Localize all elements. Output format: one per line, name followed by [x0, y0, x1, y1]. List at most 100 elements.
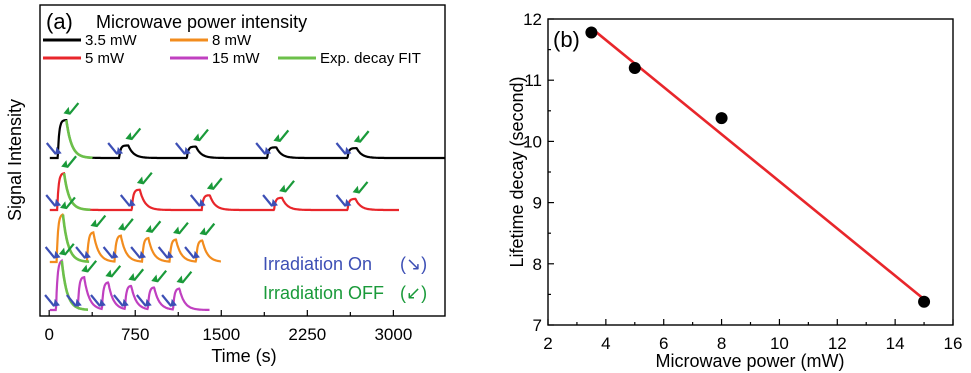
irradiation-on-arrow	[161, 294, 172, 307]
irradiation-off-arrow-head	[279, 184, 286, 193]
legend-label: Exp. decay FIT	[320, 50, 421, 67]
x-tick-label: 3000	[374, 325, 412, 344]
fit-line-group	[590, 27, 925, 301]
irradiation-off-arrow	[284, 180, 295, 193]
irradiation-off-arrow-head	[60, 201, 67, 210]
x-tick-label: 2250	[288, 325, 326, 344]
irradiation-off-arrow-head	[145, 225, 153, 233]
irradiation-on-arrow	[184, 246, 195, 259]
irradiation-on-arrow	[44, 246, 56, 259]
irradiation-on-arrow-head	[129, 198, 136, 207]
irradiation-on-arrow-head	[167, 250, 174, 259]
panel-b: 2 4 6 8 10 12 14 16 7 8 9 10 11 12 (b) Microwave pow…	[507, 10, 962, 371]
irradiation-off-arrow-head	[273, 134, 280, 143]
fit-curve	[61, 214, 90, 263]
fit-line	[590, 27, 925, 301]
irradiation-off-arrow	[358, 130, 370, 143]
x-tick-label: 750	[121, 325, 149, 344]
irradiation-on-arrow-head	[55, 146, 62, 155]
irradiation-off-arrow-head	[58, 247, 66, 256]
irradiation-off-arrow-head	[128, 273, 135, 281]
irradiation-off-arrow-head	[206, 182, 214, 190]
irradiation-on-arrow-head	[264, 146, 272, 155]
irradiation-on-arrow-head	[139, 250, 147, 259]
irradiation-on-arrow-head	[99, 298, 106, 307]
panel-a-label: (a)	[46, 9, 73, 34]
y-tick-label: 8	[533, 255, 542, 274]
x-tick-label: 12	[828, 334, 847, 353]
irradiation-on-arrow-head	[54, 198, 62, 207]
irradiation-off-arrow	[178, 221, 189, 235]
legend: 3.5 mW 8 mW 5 mW 15 mW Exp. decay FIT	[43, 32, 421, 67]
x-tick-label: 16	[944, 334, 963, 353]
data-point	[628, 61, 641, 74]
data-point	[715, 112, 728, 125]
irradiation-on-arrow-head	[54, 250, 61, 259]
irradiation-on-arrow-head	[53, 298, 60, 307]
legend-label: 15 mW	[212, 50, 260, 67]
legend-title: Microwave power intensity	[96, 12, 307, 32]
x-tick-label: 8	[717, 334, 726, 353]
x-tick-label: 2	[543, 334, 552, 353]
irradiation-off-arrow	[130, 127, 142, 141]
irradiation-off-arrow	[211, 177, 223, 190]
irradiation-off-arrow	[156, 270, 168, 283]
irradiation-on-arrow-head	[170, 298, 177, 307]
irradiation-off-arrow	[278, 129, 290, 143]
panel-b-y-label: Lifetime decay (second)	[507, 76, 527, 267]
fit-curve	[62, 172, 91, 212]
panel-a-frame	[39, 4, 446, 317]
fit-curve	[65, 119, 93, 160]
irradiation-off-arrow	[141, 172, 153, 185]
irradiation-off-arrow-head	[199, 227, 206, 236]
irradiation-off-arrow	[66, 155, 77, 168]
irradiation-on-arrow	[262, 194, 273, 207]
y-tick-label: 10	[523, 132, 542, 151]
irradiation-on-arrow-head	[122, 298, 129, 307]
panel-a-curves	[49, 119, 445, 312]
y-tick-label: 7	[533, 316, 542, 335]
panel-b-y-ticks: 7 8 9 10 11 12	[523, 10, 554, 335]
irradiation-off-arrow	[63, 243, 75, 256]
irradiation-off-arrow	[68, 102, 80, 115]
y-tick-label: 9	[533, 194, 542, 213]
irradiation-off-arrow	[95, 214, 107, 228]
irradiation-on-arrow-head	[271, 198, 278, 207]
irradiation-off-arrow-head	[176, 275, 184, 284]
irradiation-on-arrow	[189, 194, 201, 207]
legend-label: 8 mW	[212, 32, 252, 49]
irradiation-on-arrow	[157, 246, 169, 259]
panel-a-y-label: Signal Intensity	[5, 99, 25, 221]
irradiation-off-arrow	[133, 268, 145, 281]
irradiation-on-arrow	[130, 246, 141, 259]
irradiation-off-arrow	[123, 218, 134, 231]
annotation-symbol: (↘)	[400, 254, 427, 274]
irradiation-off-arrow-head	[173, 226, 180, 235]
x-tick-label: 4	[601, 334, 610, 353]
irradiation-on-arrow	[102, 246, 114, 259]
irradiation-off-arrow	[110, 265, 122, 278]
irradiation-off-arrow	[86, 260, 98, 273]
irradiation-on-arrow-head	[344, 198, 352, 207]
irradiation-off-arrow-head	[151, 274, 158, 283]
panel-a-x-label: Time (s)	[211, 346, 276, 366]
irradiation-off-arrow-head	[105, 269, 112, 278]
irradiation-on-arrow	[90, 294, 101, 307]
x-tick-label: 6	[659, 334, 668, 353]
irradiation-off-arrow-head	[81, 264, 88, 273]
irradiation-on-arrow	[107, 142, 119, 155]
irradiation-off-arrow	[150, 220, 162, 233]
irradiation-off-arrow-head	[61, 160, 68, 168]
irradiation-annotations: Irradiation On (↘) Irradiation OFF (↙)	[263, 254, 427, 303]
irradiation-on-arrow	[45, 142, 57, 155]
y-tick-label: 11	[524, 71, 542, 90]
irradiation-off-arrow-head	[63, 106, 71, 115]
panel-b-label: (b)	[553, 27, 580, 52]
irradiation-on-arrow-head	[111, 250, 119, 259]
irradiation-off-arrow	[198, 128, 209, 142]
irradiation-on-arrow-head	[145, 298, 152, 307]
y-tick-label: 12	[523, 10, 542, 29]
irradiation-off-arrow-head	[353, 134, 361, 143]
panel-a-x-ticks: 0 750 1500 2250 3000	[44, 310, 412, 344]
x-tick-label: 1500	[202, 325, 240, 344]
